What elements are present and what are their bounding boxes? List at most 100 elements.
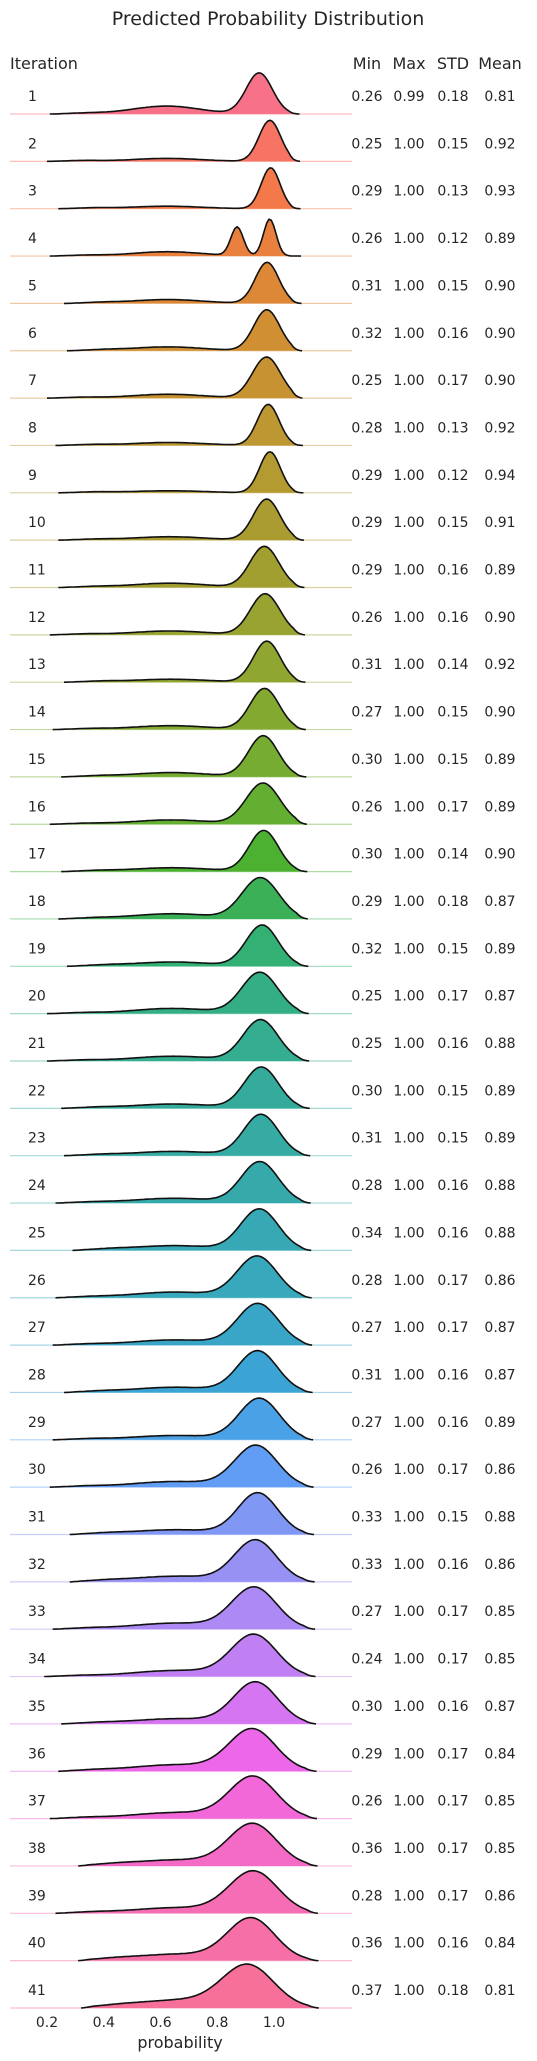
ridge-min-value: 0.29 bbox=[351, 515, 382, 531]
ridge-max-value: 1.00 bbox=[393, 326, 424, 342]
ridge-std-value: 0.18 bbox=[437, 89, 468, 105]
ridge-max-value: 1.00 bbox=[393, 563, 424, 579]
ridge-std-value: 0.16 bbox=[437, 1415, 468, 1431]
ridge-iteration-label: 31 bbox=[28, 1510, 46, 1526]
ridge-row-24: 24 0.28 1.00 0.16 0.88 bbox=[10, 1160, 516, 1204]
ridge-mean-value: 0.91 bbox=[484, 515, 515, 531]
ridge-iteration-label: 20 bbox=[28, 989, 46, 1005]
ridge-outline bbox=[44, 1633, 316, 1678]
ridge-mean-value: 0.89 bbox=[484, 941, 515, 957]
ridge-max-value: 1.00 bbox=[393, 1462, 424, 1478]
ridge-iteration-label: 25 bbox=[28, 1225, 46, 1241]
ridge-std-value: 0.16 bbox=[437, 563, 468, 579]
ridge-max-value: 1.00 bbox=[393, 657, 424, 673]
ridge-max-value: 1.00 bbox=[393, 420, 424, 436]
ridge-outline bbox=[49, 592, 306, 636]
ridge-row-7: 7 0.25 1.00 0.17 0.90 bbox=[10, 356, 516, 399]
ridge-max-value: 1.00 bbox=[393, 705, 424, 721]
ridge-outline bbox=[58, 1727, 317, 1773]
ridge-max-value: 1.00 bbox=[393, 278, 424, 294]
ridge-min-value: 0.29 bbox=[351, 1746, 382, 1762]
ridge-iteration-label: 21 bbox=[28, 1036, 46, 1052]
ridge-row-40: 40 0.36 1.00 0.16 0.84 bbox=[10, 1916, 516, 1962]
ridge-std-value: 0.15 bbox=[437, 278, 468, 294]
ridge-mean-value: 0.87 bbox=[484, 989, 515, 1005]
ridge-mean-value: 0.85 bbox=[484, 1652, 515, 1668]
ridge-std-value: 0.17 bbox=[437, 1746, 468, 1762]
ridge-mean-value: 0.90 bbox=[484, 610, 515, 626]
ridge-area bbox=[52, 1586, 315, 1630]
ridge-max-value: 1.00 bbox=[393, 1699, 424, 1715]
ridge-outline bbox=[58, 545, 305, 589]
ridge-std-value: 0.12 bbox=[437, 468, 468, 484]
ridge-row-23: 23 0.31 1.00 0.15 0.89 bbox=[10, 1113, 516, 1157]
ridge-min-value: 0.28 bbox=[351, 1273, 382, 1289]
ridge-min-value: 0.26 bbox=[351, 1462, 382, 1478]
ridge-outline bbox=[47, 971, 309, 1015]
ridge-mean-value: 0.86 bbox=[484, 1557, 515, 1573]
ridge-iteration-label: 17 bbox=[28, 847, 46, 863]
ridge-outline bbox=[66, 309, 303, 352]
ridge-area bbox=[64, 641, 306, 683]
ridge-area bbox=[78, 1917, 319, 1961]
ridge-row-28: 28 0.31 1.00 0.16 0.87 bbox=[10, 1349, 516, 1394]
ridge-row-5: 5 0.31 1.00 0.15 0.90 bbox=[10, 261, 516, 305]
ridge-area bbox=[58, 167, 301, 209]
ridge-std-value: 0.16 bbox=[437, 1178, 468, 1194]
ridge-max-value: 1.00 bbox=[393, 1604, 424, 1620]
ridge-max-value: 1.00 bbox=[393, 1746, 424, 1762]
ridge-area bbox=[64, 262, 302, 304]
ridge-area bbox=[78, 1823, 318, 1866]
ridge-min-value: 0.29 bbox=[351, 563, 382, 579]
ridge-std-value: 0.15 bbox=[437, 941, 468, 957]
ridge-iteration-label: 13 bbox=[28, 657, 46, 673]
ridge-outline bbox=[49, 1444, 314, 1488]
ridge-std-value: 0.17 bbox=[437, 1841, 468, 1857]
ridge-max-value: 1.00 bbox=[393, 847, 424, 863]
ridge-mean-value: 0.87 bbox=[484, 894, 515, 910]
ridge-std-value: 0.15 bbox=[437, 515, 468, 531]
x-axis-label: probability bbox=[137, 2033, 222, 2052]
ridge-iteration-label: 12 bbox=[28, 610, 46, 626]
ridge-row-30: 30 0.26 1.00 0.17 0.86 bbox=[10, 1444, 516, 1488]
ridge-iteration-label: 41 bbox=[28, 1983, 46, 1999]
ridge-mean-value: 0.89 bbox=[484, 752, 515, 768]
ridge-row-22: 22 0.30 1.00 0.15 0.89 bbox=[10, 1066, 516, 1110]
ridge-min-value: 0.26 bbox=[351, 89, 382, 105]
ridge-min-value: 0.26 bbox=[351, 1794, 382, 1810]
ridge-iteration-label: 27 bbox=[28, 1320, 46, 1336]
ridge-min-value: 0.36 bbox=[351, 1841, 382, 1857]
ridge-area bbox=[61, 1681, 317, 1724]
ridge-outline bbox=[66, 924, 309, 968]
ridge-area bbox=[69, 1539, 315, 1582]
ridge-area bbox=[52, 1303, 313, 1346]
ridge-row-1: 1 0.26 0.99 0.18 0.81 bbox=[10, 71, 516, 115]
ridge-row-6: 6 0.32 1.00 0.16 0.90 bbox=[10, 309, 516, 352]
ridge-area bbox=[81, 1964, 319, 2008]
ridge-min-value: 0.33 bbox=[351, 1557, 382, 1573]
ridge-mean-value: 0.90 bbox=[484, 373, 515, 389]
ridge-iteration-label: 33 bbox=[28, 1604, 46, 1620]
ridge-iteration-label: 4 bbox=[28, 231, 37, 247]
ridge-std-value: 0.16 bbox=[437, 1225, 468, 1241]
ridge-row-12: 12 0.26 1.00 0.16 0.90 bbox=[10, 592, 516, 636]
ridge-row-38: 38 0.36 1.00 0.17 0.85 bbox=[10, 1822, 516, 1867]
ridge-std-value: 0.17 bbox=[437, 1273, 468, 1289]
ridge-area bbox=[61, 830, 308, 872]
ridge-mean-value: 0.90 bbox=[484, 705, 515, 721]
ridge-min-value: 0.29 bbox=[351, 184, 382, 200]
ridge-row-41: 41 0.37 1.00 0.18 0.81 bbox=[10, 1963, 516, 2009]
ridge-mean-value: 0.89 bbox=[484, 1415, 515, 1431]
ridge-outline bbox=[47, 119, 301, 163]
ridge-iteration-label: 9 bbox=[28, 468, 37, 484]
ridge-std-value: 0.15 bbox=[437, 752, 468, 768]
ridge-area bbox=[52, 1398, 314, 1440]
ridge-area bbox=[58, 877, 308, 919]
ridge-row-26: 26 0.28 1.00 0.17 0.86 bbox=[10, 1255, 516, 1299]
ridge-std-value: 0.17 bbox=[437, 1462, 468, 1478]
ridge-outline bbox=[55, 1255, 312, 1299]
ridge-outline bbox=[61, 734, 307, 778]
ridge-row-3: 3 0.29 1.00 0.13 0.93 bbox=[10, 167, 516, 210]
ridge-area bbox=[55, 404, 303, 446]
ridge-mean-value: 0.89 bbox=[484, 1083, 515, 1099]
